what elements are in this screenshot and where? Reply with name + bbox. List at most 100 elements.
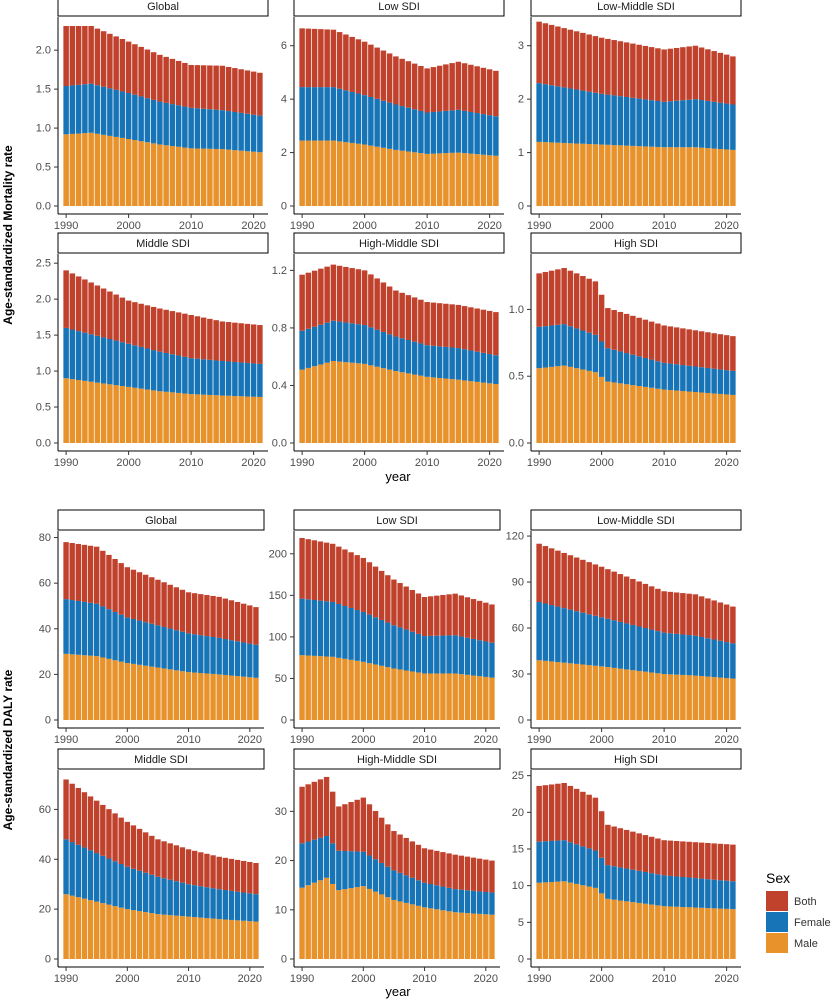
bar-both-1991: [69, 273, 76, 330]
bar-both-2010: [185, 592, 192, 634]
bar-female-2006: [636, 870, 642, 903]
bar-both-1996: [336, 806, 342, 851]
bar-female-2021: [257, 363, 263, 397]
bar-female-2004: [623, 97, 630, 146]
bar-female-2004: [623, 353, 630, 385]
bar-both-2008: [409, 590, 416, 632]
bar-both-2001: [368, 274, 374, 328]
bar-female-2001: [368, 97, 374, 146]
bar-female-2005: [393, 336, 399, 372]
bar-male-1990: [299, 369, 305, 443]
bar-male-2019: [240, 676, 247, 720]
y-tick-label: 0.0: [272, 438, 287, 450]
x-tick-label: 2020: [474, 734, 498, 746]
bar-male-2004: [623, 384, 630, 443]
bar-both-2015: [692, 842, 699, 879]
x-tick-label: 2000: [589, 734, 613, 746]
y-tick-label: 0: [281, 954, 287, 966]
bar-female-2020: [486, 354, 493, 384]
y-tick-label: 0.0: [36, 201, 51, 213]
bar-both-2015: [219, 65, 226, 111]
bar-female-2012: [434, 885, 440, 910]
bar-male-2019: [480, 382, 487, 443]
bar-female-2012: [198, 635, 204, 674]
bar-female-2009: [415, 880, 422, 906]
bar-male-2013: [207, 394, 213, 443]
bar-male-2016: [698, 147, 705, 206]
bar-both-2018: [711, 51, 717, 102]
bar-male-2013: [207, 148, 213, 206]
bar-both-2007: [169, 58, 176, 105]
bar-both-1994: [561, 28, 567, 88]
bar-both-2011: [667, 48, 674, 102]
panel-daly-low-sdi: Low SDI 0 50 100 150 200 1990 2000 2010 2020: [269, 509, 501, 746]
bar-male-2010: [185, 672, 192, 720]
bar-both-1998: [349, 36, 355, 92]
bar-male-2017: [464, 913, 471, 959]
bar-female-2010: [188, 358, 194, 395]
bar-male-2011: [667, 906, 674, 959]
bar-both-1995: [330, 264, 337, 321]
bar-female-1994: [561, 324, 567, 366]
bar-both-1990: [536, 273, 542, 327]
bar-male-1994: [87, 900, 94, 959]
bar-male-2000: [598, 893, 605, 959]
bar-both-2019: [244, 323, 251, 363]
facet-title: High SDI: [614, 238, 658, 250]
bar-both-2020: [486, 69, 493, 116]
bar-both-1995: [567, 270, 574, 327]
y-tick-label: 3: [518, 40, 524, 52]
bar-male-2009: [182, 393, 188, 443]
bar-both-2014: [449, 304, 455, 348]
bar-male-1997: [343, 362, 349, 443]
bar-female-2021: [489, 642, 495, 678]
bar-both-1995: [93, 546, 100, 604]
bar-both-2017: [705, 49, 711, 101]
bar-both-2005: [630, 831, 636, 870]
bar-male-1995: [567, 882, 574, 959]
bar-female-2000: [124, 866, 131, 910]
bar-both-2006: [161, 582, 167, 627]
bar-both-1991: [305, 28, 312, 88]
bar-both-2015: [692, 330, 699, 367]
bar-male-1996: [336, 657, 342, 720]
bar-both-2005: [391, 579, 397, 626]
bar-male-1999: [119, 386, 126, 443]
x-tick-label: 2010: [176, 734, 200, 746]
bar-female-2002: [372, 859, 379, 892]
bar-female-2015: [692, 366, 699, 392]
bar-female-2004: [149, 874, 155, 914]
bar-male-1996: [100, 657, 106, 720]
bar-both-2016: [698, 842, 705, 879]
bar-both-2006: [399, 292, 405, 339]
bar-female-1999: [354, 851, 360, 888]
facet-title: High-Middle SDI: [357, 754, 437, 766]
bar-female-2006: [399, 338, 405, 373]
bar-male-2017: [705, 148, 711, 206]
bar-male-2012: [673, 906, 680, 959]
bar-female-1997: [580, 330, 586, 370]
bar-female-2009: [182, 106, 188, 148]
bar-female-2015: [455, 109, 462, 153]
bar-both-2016: [222, 598, 229, 640]
bar-female-2018: [234, 891, 241, 921]
bar-female-1996: [336, 603, 342, 658]
bar-both-2000: [360, 797, 367, 852]
bar-male-2002: [138, 388, 144, 443]
bar-both-1992: [548, 24, 555, 86]
bar-male-2017: [464, 674, 471, 720]
bar-male-1993: [555, 142, 561, 206]
bar-female-2015: [692, 878, 699, 908]
y-tick-label: 1.0: [36, 123, 51, 135]
bar-both-2018: [474, 66, 480, 114]
bar-both-2012: [434, 850, 440, 886]
panel-daly-high-sdi: High SDI 0 5 10 15 20 25 1990 2000 2010 2020: [512, 748, 742, 985]
bar-female-2003: [380, 331, 387, 369]
bar-both-2018: [234, 601, 241, 642]
bar-both-2020: [247, 605, 253, 644]
bar-female-2019: [240, 642, 247, 677]
bar-both-2015: [452, 854, 458, 890]
bar-female-2010: [188, 107, 194, 149]
bar-male-1995: [93, 656, 100, 720]
bar-female-1992: [548, 840, 555, 882]
